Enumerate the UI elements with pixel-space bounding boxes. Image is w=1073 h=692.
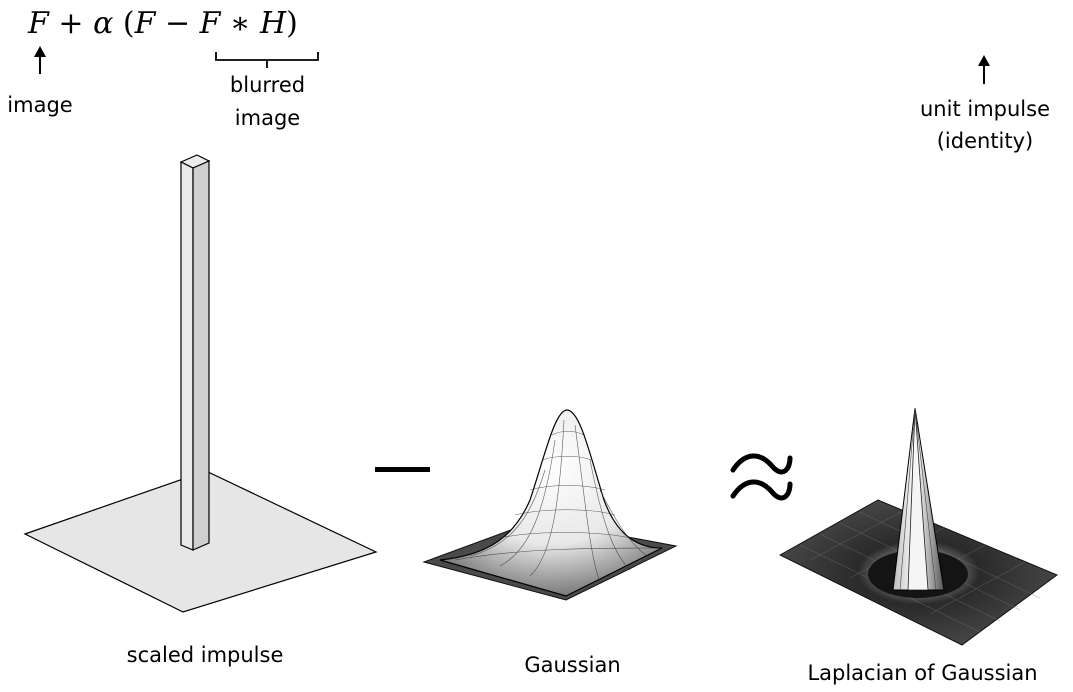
blurred-label-line2: image: [234, 106, 301, 130]
equation: F + α (F − F ∗ H): [28, 6, 298, 41]
caption-laplacian-of-gaussian: Laplacian of Gaussian: [807, 661, 1038, 685]
eq-alpha: α: [93, 6, 114, 41]
eq-F-image: F: [28, 6, 49, 41]
blurred-label-line1: blurred: [229, 73, 306, 97]
caption-gaussian: Gaussian: [524, 653, 621, 677]
eq-rparen: ): [286, 6, 298, 41]
caption-scaled-impulse: scaled impulse: [126, 643, 284, 667]
unit-impulse-label-line1: unit impulse: [920, 97, 1050, 121]
eq-H: H: [259, 6, 287, 41]
image-arrow: [34, 46, 46, 74]
unit-impulse-label-line2: (identity): [936, 129, 1034, 153]
blurred-brace: [215, 52, 319, 68]
eq-star: ∗: [230, 6, 251, 41]
eq-plus: +: [58, 6, 84, 41]
image-label: image: [7, 93, 73, 117]
unit-impulse-arrow: [978, 55, 990, 84]
approx-operator: [730, 453, 793, 501]
eq-F-2: F: [134, 6, 156, 41]
eq-F-3: F: [199, 6, 221, 41]
eq-lparen: (: [122, 6, 135, 41]
minus-operator: [375, 467, 430, 472]
scaled-impulse-plot: [23, 154, 378, 613]
gaussian-plot: [422, 409, 678, 601]
log-plot: [778, 407, 1059, 646]
eq-minus: −: [164, 6, 191, 41]
